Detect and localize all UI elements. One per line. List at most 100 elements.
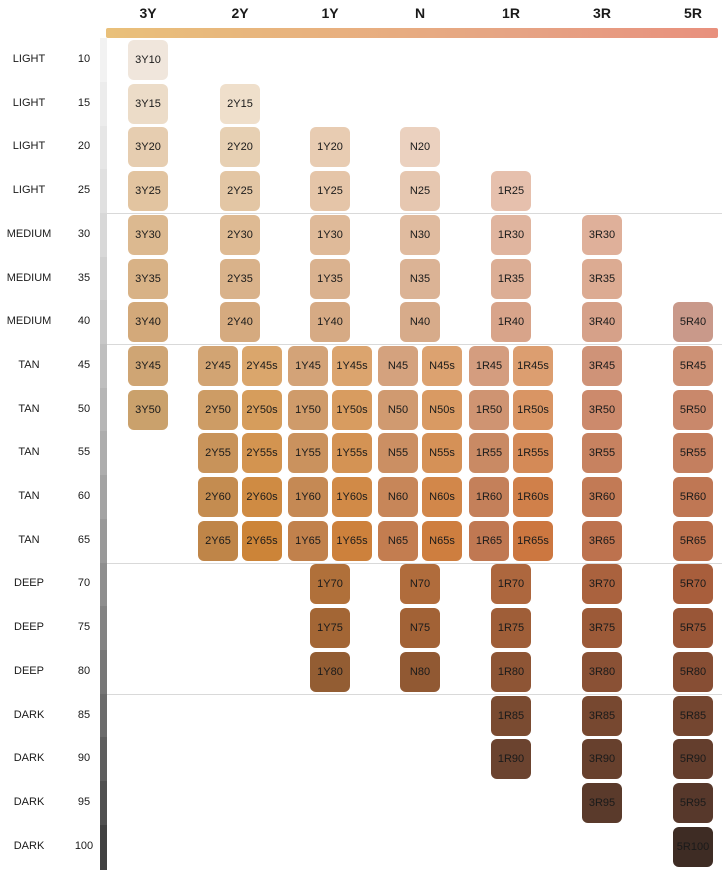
shade-swatch-n80[interactable]: N80 xyxy=(400,652,440,692)
shade-swatch-1r90[interactable]: 1R90 xyxy=(491,739,531,779)
shade-swatch-1r25[interactable]: 1R25 xyxy=(491,171,531,211)
shade-swatch-n60s[interactable]: N60s xyxy=(422,477,462,517)
shade-swatch-2y60[interactable]: 2Y60 xyxy=(198,477,238,517)
shade-swatch-1y20[interactable]: 1Y20 xyxy=(310,127,350,167)
shade-swatch-1r50s[interactable]: 1R50s xyxy=(513,390,553,430)
shade-swatch-1r35[interactable]: 1R35 xyxy=(491,259,531,299)
shade-swatch-1y65s[interactable]: 1Y65s xyxy=(332,521,372,561)
shade-swatch-1y55s[interactable]: 1Y55s xyxy=(332,433,372,473)
shade-swatch-3y35[interactable]: 3Y35 xyxy=(128,259,168,299)
shade-swatch-5r75[interactable]: 5R75 xyxy=(673,608,713,648)
shade-swatch-2y65[interactable]: 2Y65 xyxy=(198,521,238,561)
shade-swatch-n75[interactable]: N75 xyxy=(400,608,440,648)
shade-swatch-3y50[interactable]: 3Y50 xyxy=(128,390,168,430)
shade-swatch-n40[interactable]: N40 xyxy=(400,302,440,342)
shade-swatch-n35[interactable]: N35 xyxy=(400,259,440,299)
shade-swatch-3y40[interactable]: 3Y40 xyxy=(128,302,168,342)
shade-swatch-n50s[interactable]: N50s xyxy=(422,390,462,430)
shade-swatch-3r35[interactable]: 3R35 xyxy=(582,259,622,299)
shade-swatch-1y65[interactable]: 1Y65 xyxy=(288,521,328,561)
shade-swatch-1r45s[interactable]: 1R45s xyxy=(513,346,553,386)
shade-swatch-3r80[interactable]: 3R80 xyxy=(582,652,622,692)
shade-swatch-n20[interactable]: N20 xyxy=(400,127,440,167)
shade-swatch-3r70[interactable]: 3R70 xyxy=(582,564,622,604)
shade-swatch-5r55[interactable]: 5R55 xyxy=(673,433,713,473)
shade-swatch-5r95[interactable]: 5R95 xyxy=(673,783,713,823)
shade-swatch-1r40[interactable]: 1R40 xyxy=(491,302,531,342)
shade-swatch-n65s[interactable]: N65s xyxy=(422,521,462,561)
shade-swatch-1r85[interactable]: 1R85 xyxy=(491,696,531,736)
shade-swatch-1y30[interactable]: 1Y30 xyxy=(310,215,350,255)
shade-swatch-1r80[interactable]: 1R80 xyxy=(491,652,531,692)
shade-swatch-1r50[interactable]: 1R50 xyxy=(469,390,509,430)
shade-swatch-1r60[interactable]: 1R60 xyxy=(469,477,509,517)
shade-swatch-2y25[interactable]: 2Y25 xyxy=(220,171,260,211)
shade-swatch-1r65[interactable]: 1R65 xyxy=(469,521,509,561)
shade-swatch-n25[interactable]: N25 xyxy=(400,171,440,211)
shade-swatch-2y50s[interactable]: 2Y50s xyxy=(242,390,282,430)
shade-swatch-n70[interactable]: N70 xyxy=(400,564,440,604)
shade-swatch-3y15[interactable]: 3Y15 xyxy=(128,84,168,124)
shade-swatch-1r60s[interactable]: 1R60s xyxy=(513,477,553,517)
shade-swatch-2y65s[interactable]: 2Y65s xyxy=(242,521,282,561)
shade-swatch-1y75[interactable]: 1Y75 xyxy=(310,608,350,648)
shade-swatch-2y15[interactable]: 2Y15 xyxy=(220,84,260,124)
shade-swatch-3r40[interactable]: 3R40 xyxy=(582,302,622,342)
shade-swatch-3r30[interactable]: 3R30 xyxy=(582,215,622,255)
shade-swatch-1y45[interactable]: 1Y45 xyxy=(288,346,328,386)
shade-swatch-1r55[interactable]: 1R55 xyxy=(469,433,509,473)
shade-swatch-3y25[interactable]: 3Y25 xyxy=(128,171,168,211)
shade-swatch-2y55s[interactable]: 2Y55s xyxy=(242,433,282,473)
shade-swatch-1r30[interactable]: 1R30 xyxy=(491,215,531,255)
shade-swatch-1y50s[interactable]: 1Y50s xyxy=(332,390,372,430)
shade-swatch-3r85[interactable]: 3R85 xyxy=(582,696,622,736)
shade-swatch-3y20[interactable]: 3Y20 xyxy=(128,127,168,167)
shade-swatch-2y50[interactable]: 2Y50 xyxy=(198,390,238,430)
shade-swatch-n50[interactable]: N50 xyxy=(378,390,418,430)
shade-swatch-1y25[interactable]: 1Y25 xyxy=(310,171,350,211)
shade-swatch-3r65[interactable]: 3R65 xyxy=(582,521,622,561)
shade-swatch-5r80[interactable]: 5R80 xyxy=(673,652,713,692)
shade-swatch-1r75[interactable]: 1R75 xyxy=(491,608,531,648)
shade-swatch-5r100[interactable]: 5R100 xyxy=(673,827,713,867)
shade-swatch-2y45[interactable]: 2Y45 xyxy=(198,346,238,386)
shade-swatch-3y10[interactable]: 3Y10 xyxy=(128,40,168,80)
shade-swatch-3y30[interactable]: 3Y30 xyxy=(128,215,168,255)
shade-swatch-1y60[interactable]: 1Y60 xyxy=(288,477,328,517)
shade-swatch-n55[interactable]: N55 xyxy=(378,433,418,473)
shade-swatch-1y40[interactable]: 1Y40 xyxy=(310,302,350,342)
shade-swatch-1y70[interactable]: 1Y70 xyxy=(310,564,350,604)
shade-swatch-1y35[interactable]: 1Y35 xyxy=(310,259,350,299)
shade-swatch-5r65[interactable]: 5R65 xyxy=(673,521,713,561)
shade-swatch-3r90[interactable]: 3R90 xyxy=(582,739,622,779)
shade-swatch-1y45s[interactable]: 1Y45s xyxy=(332,346,372,386)
shade-swatch-n45[interactable]: N45 xyxy=(378,346,418,386)
shade-swatch-5r85[interactable]: 5R85 xyxy=(673,696,713,736)
shade-swatch-5r90[interactable]: 5R90 xyxy=(673,739,713,779)
shade-swatch-5r40[interactable]: 5R40 xyxy=(673,302,713,342)
shade-swatch-2y20[interactable]: 2Y20 xyxy=(220,127,260,167)
shade-swatch-5r70[interactable]: 5R70 xyxy=(673,564,713,604)
shade-swatch-5r45[interactable]: 5R45 xyxy=(673,346,713,386)
shade-swatch-1r70[interactable]: 1R70 xyxy=(491,564,531,604)
shade-swatch-n60[interactable]: N60 xyxy=(378,477,418,517)
shade-swatch-2y45s[interactable]: 2Y45s xyxy=(242,346,282,386)
shade-swatch-2y30[interactable]: 2Y30 xyxy=(220,215,260,255)
shade-swatch-2y40[interactable]: 2Y40 xyxy=(220,302,260,342)
shade-swatch-1y50[interactable]: 1Y50 xyxy=(288,390,328,430)
shade-swatch-3r95[interactable]: 3R95 xyxy=(582,783,622,823)
shade-swatch-3y45[interactable]: 3Y45 xyxy=(128,346,168,386)
shade-swatch-3r75[interactable]: 3R75 xyxy=(582,608,622,648)
shade-swatch-1r45[interactable]: 1R45 xyxy=(469,346,509,386)
shade-swatch-n45s[interactable]: N45s xyxy=(422,346,462,386)
shade-swatch-3r55[interactable]: 3R55 xyxy=(582,433,622,473)
shade-swatch-5r60[interactable]: 5R60 xyxy=(673,477,713,517)
shade-swatch-2y55[interactable]: 2Y55 xyxy=(198,433,238,473)
shade-swatch-1r55s[interactable]: 1R55s xyxy=(513,433,553,473)
shade-swatch-1y60s[interactable]: 1Y60s xyxy=(332,477,372,517)
shade-swatch-3r50[interactable]: 3R50 xyxy=(582,390,622,430)
shade-swatch-n65[interactable]: N65 xyxy=(378,521,418,561)
shade-swatch-3r45[interactable]: 3R45 xyxy=(582,346,622,386)
shade-swatch-n55s[interactable]: N55s xyxy=(422,433,462,473)
shade-swatch-2y60s[interactable]: 2Y60s xyxy=(242,477,282,517)
